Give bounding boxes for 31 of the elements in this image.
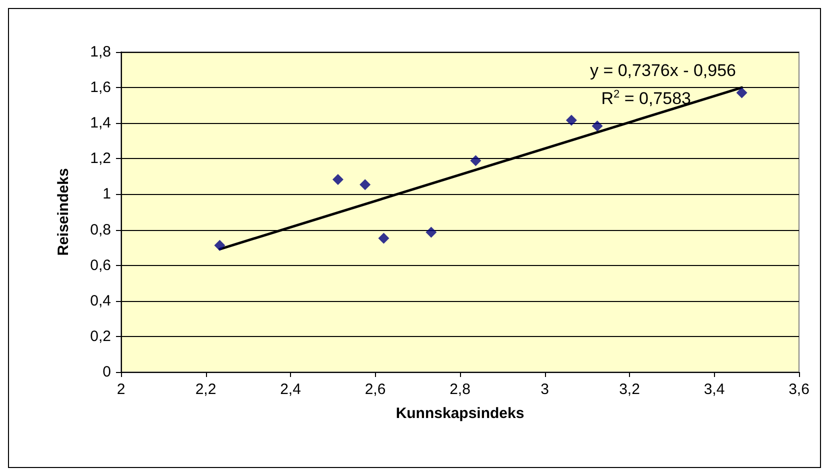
y-tick-label: 1 xyxy=(102,186,111,203)
x-tick-label: 2 xyxy=(116,381,126,398)
y-tick-label: 1,8 xyxy=(90,44,111,60)
x-tick-label: 3 xyxy=(540,381,549,398)
y-tick-label: 0,6 xyxy=(90,256,111,274)
point xyxy=(470,155,482,166)
y-tick-label: 0 xyxy=(102,364,111,380)
y-axis-title: Reiseindeks xyxy=(55,168,72,256)
point xyxy=(378,232,390,244)
x-tick-label: 2,2 xyxy=(195,381,216,398)
y-tick-label: 1,2 xyxy=(90,150,111,168)
y-tick-label: 1,4 xyxy=(90,114,111,132)
x-tick-label: 3,4 xyxy=(704,381,725,398)
point xyxy=(360,179,371,190)
point xyxy=(566,114,577,126)
x-tick-label: 3,6 xyxy=(788,381,810,398)
x-axis-title: Kunnskapsindeks xyxy=(396,405,524,422)
y-tick-label: 1,6 xyxy=(90,79,111,96)
x-tick-label: 2,8 xyxy=(450,381,470,398)
point xyxy=(332,174,344,185)
x-tick-label: 3,2 xyxy=(619,381,640,398)
y-tick-label: 0,8 xyxy=(90,221,111,238)
point xyxy=(736,87,748,98)
y-tick-label: 0,2 xyxy=(90,328,111,345)
annotation: y = 0,7376x - 0,956 xyxy=(590,61,736,80)
point xyxy=(214,240,226,251)
x-tick-label: 2,6 xyxy=(364,381,386,398)
y-tick-label: 0,4 xyxy=(90,292,111,310)
point xyxy=(426,226,437,238)
point xyxy=(592,120,603,132)
x-tick-label: 2,4 xyxy=(280,381,301,398)
